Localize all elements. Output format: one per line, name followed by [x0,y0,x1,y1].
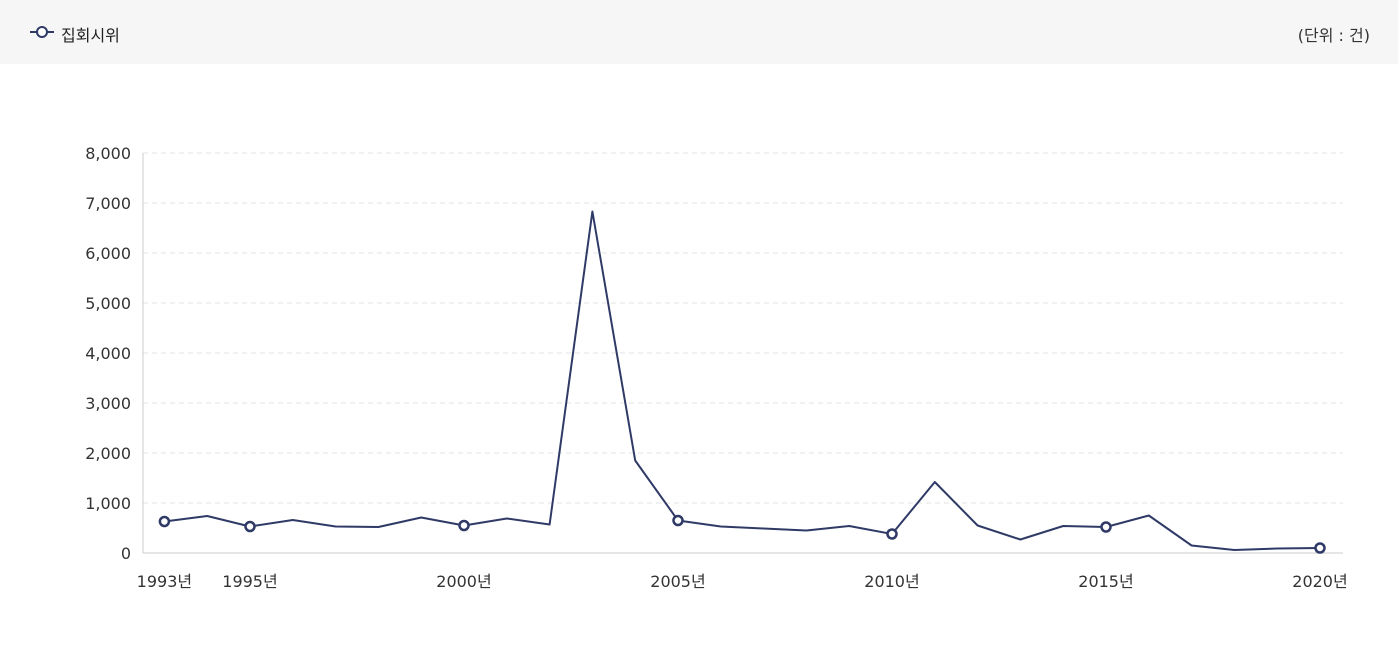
data-point-marker [672,514,684,527]
y-tick-label: 4,000 [85,344,131,363]
data-point-marker [458,519,470,532]
data-point-marker [244,520,256,533]
x-tick-label: 2000년 [436,572,491,591]
legend-bar: 집회시위 (단위 : 건) [0,0,1398,64]
series-layer [164,210,1321,551]
y-tick-label: 3,000 [85,394,131,413]
x-tick-label: 2020년 [1292,572,1347,591]
y-tick-label: 7,000 [85,194,131,213]
y-tick-label: 2,000 [85,444,131,463]
legend-series-label: 집회시위 [61,26,120,45]
y-tick-label: 8,000 [85,144,131,163]
data-point-marker [1100,521,1112,533]
legend-circle-icon [36,26,48,38]
series-line [164,210,1321,551]
y-axis-tick-labels: 0 1,000 2,000 3,000 4,000 5,000 6,000 7,000 8,00… [85,144,131,563]
y-tick-label: 5,000 [85,294,131,313]
data-point-marker [158,515,171,528]
x-tick-label: 2015년 [1078,572,1133,591]
gridlines [143,152,1343,504]
unit-label: (단위 : 건) [1297,26,1370,45]
x-tick-label: 1995년 [222,572,277,591]
x-axis-tick-labels: 1993년 1995년 2000년 2005년 2010년 2015년 2020년 [137,572,1348,591]
x-tick-label: 2005년 [650,572,705,591]
axes [142,153,1343,554]
data-point-marker [886,528,898,540]
data-points [158,514,1326,554]
data-point-marker [1314,542,1326,554]
y-tick-label: 0 [121,544,131,563]
y-tick-label: 1,000 [85,494,131,513]
x-tick-label: 2010년 [864,572,919,591]
x-tick-label: 1993년 [137,572,192,591]
y-tick-label: 6,000 [85,244,131,263]
